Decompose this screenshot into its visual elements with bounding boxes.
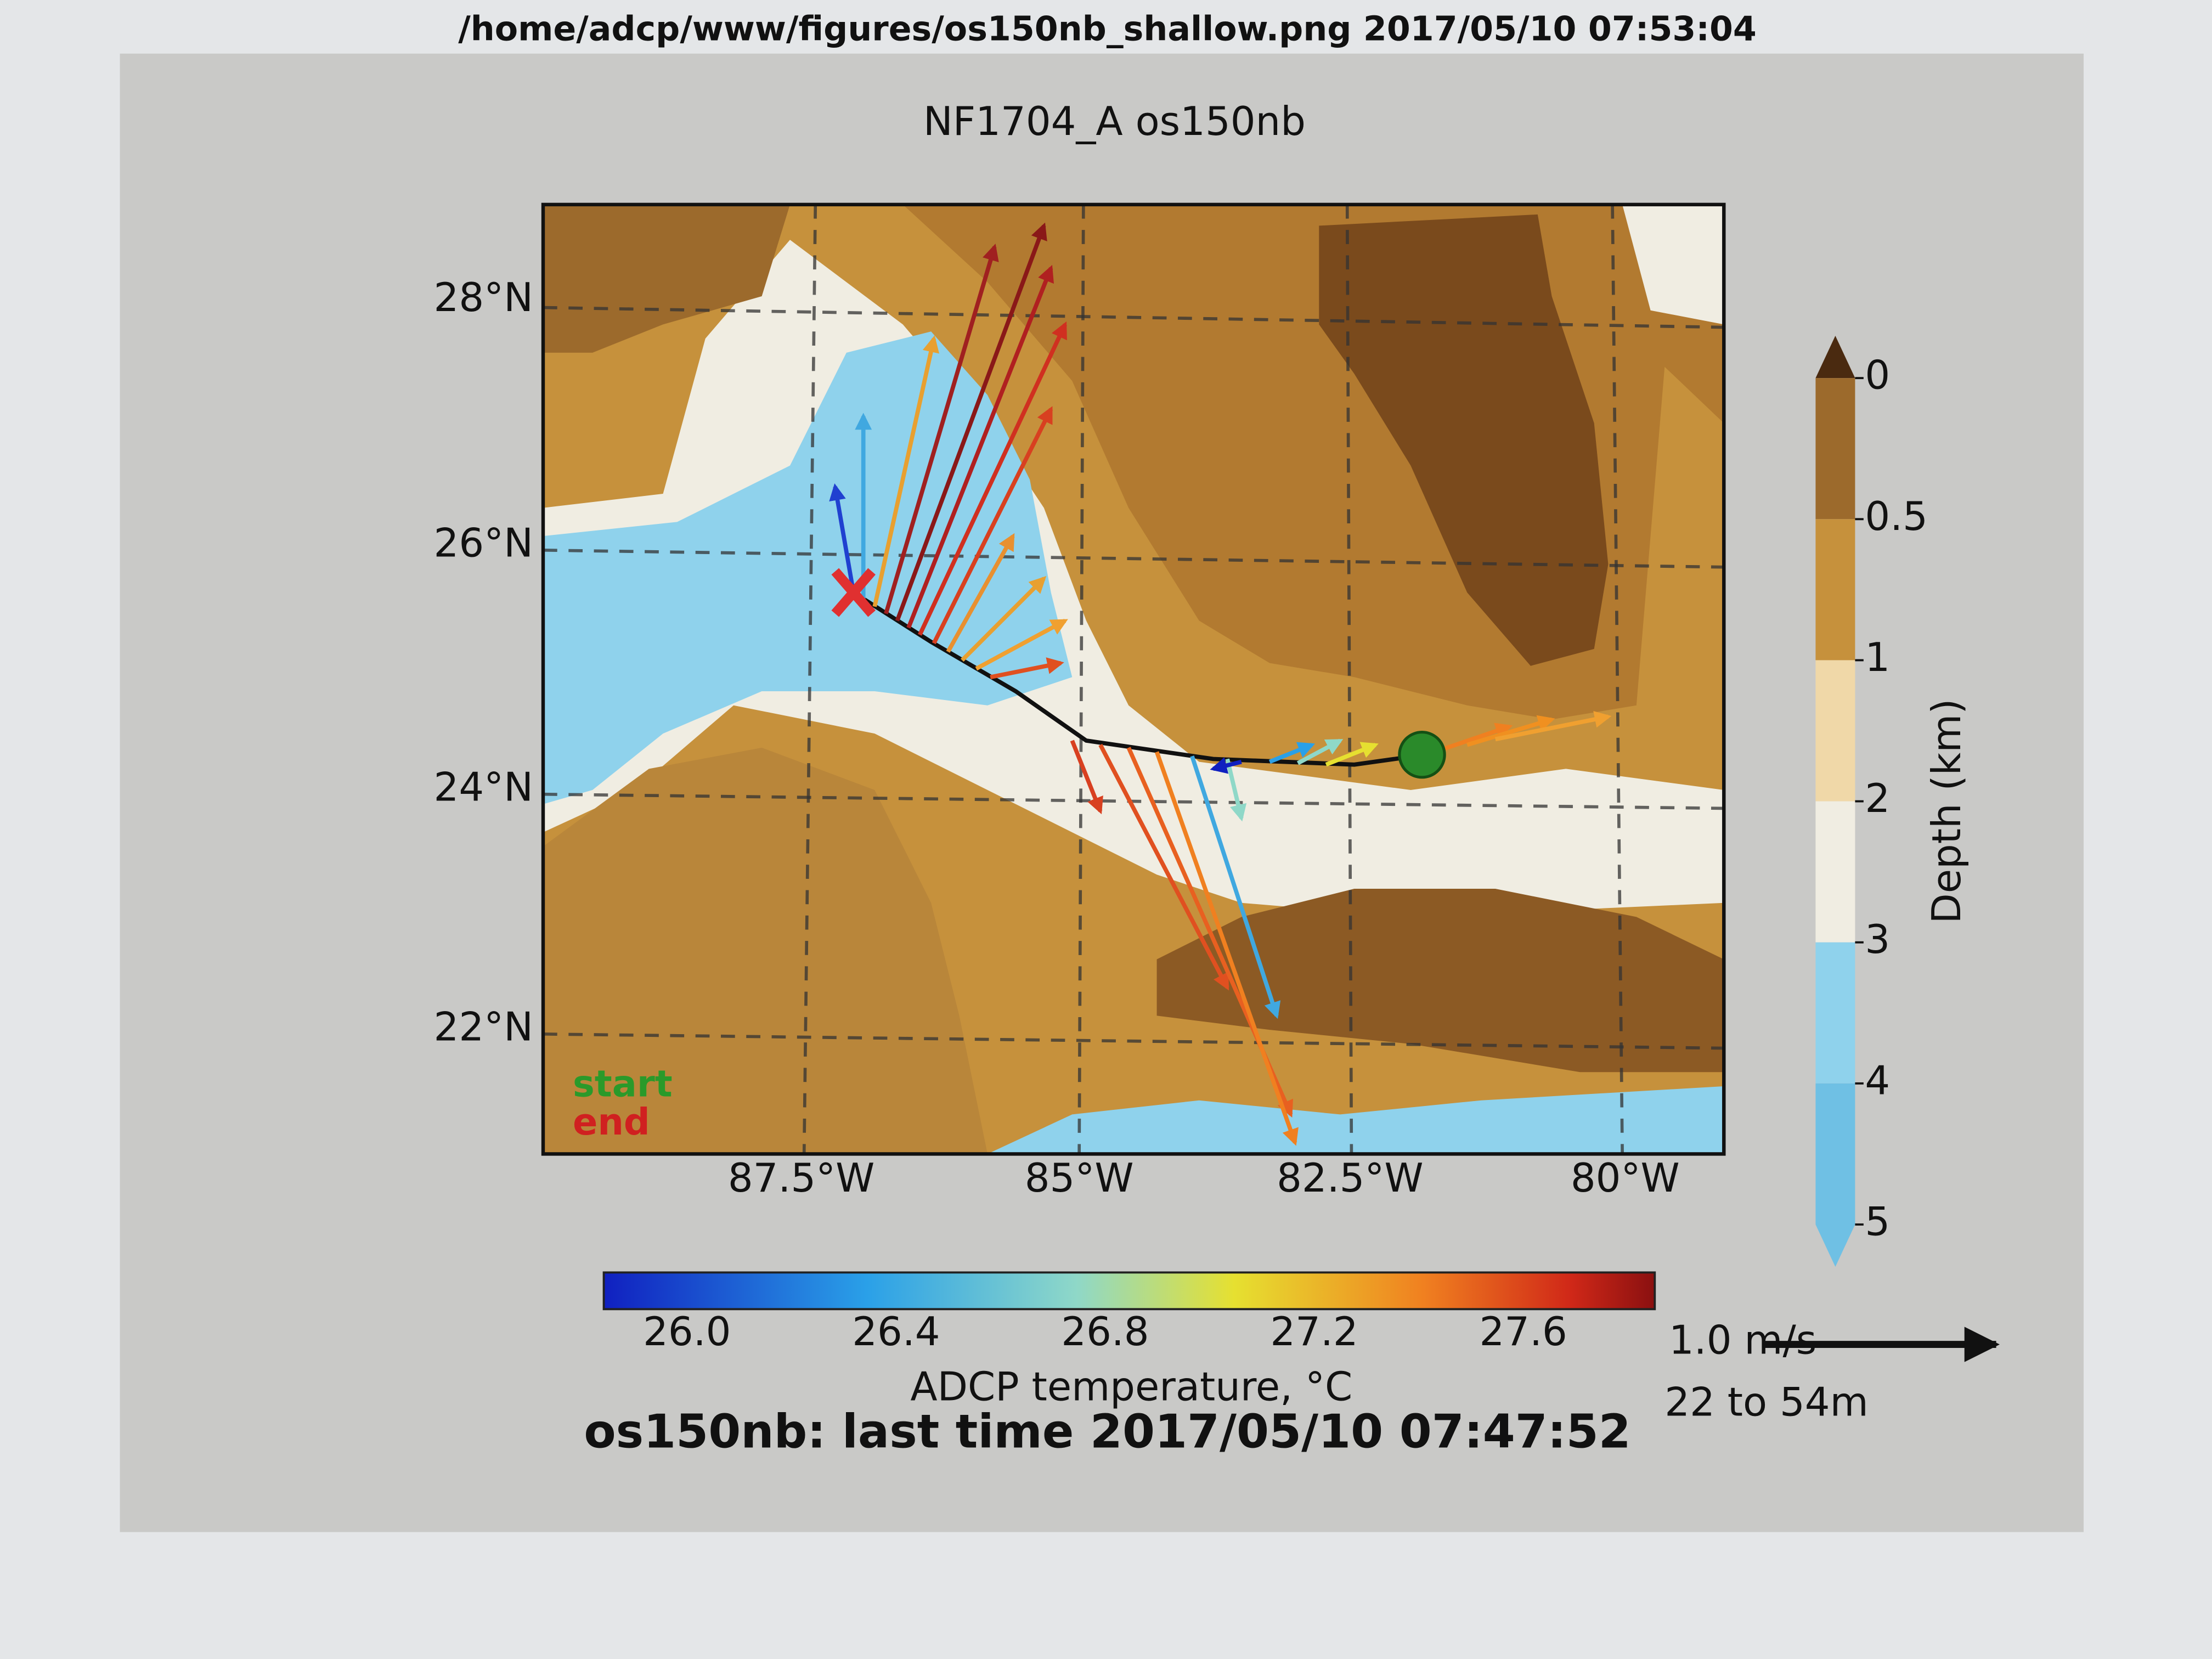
ship-track xyxy=(852,590,1425,767)
legend-end: end xyxy=(573,1101,650,1143)
temperature-label: ADCP temperature, °C xyxy=(910,1363,1352,1409)
arrow xyxy=(1154,751,1299,1146)
colorbar-extend xyxy=(1815,1224,1855,1267)
arrow xyxy=(1210,757,1242,774)
arrow xyxy=(1438,723,1513,753)
lat-labels: 28°N 26°N 24°N 22°N xyxy=(434,274,533,1049)
start-marker xyxy=(1398,731,1446,779)
temperature-tick-label: 26.8 xyxy=(1061,1308,1149,1355)
end-marker xyxy=(831,568,876,617)
arrow xyxy=(1466,715,1555,747)
temperature-tick-label: 26.0 xyxy=(643,1308,731,1355)
lat-label: 24°N xyxy=(434,764,533,810)
arrow xyxy=(1325,742,1379,767)
arrow xyxy=(932,406,1053,645)
grid-line xyxy=(543,792,1724,810)
depth-tick-label: 4 xyxy=(1865,1057,1890,1103)
arrow xyxy=(1494,710,1612,742)
arrow xyxy=(1098,743,1229,991)
temperature-ticks: 26.0 26.4 26.8 27.2 27.6 xyxy=(643,1308,1567,1355)
yucatan-shelf xyxy=(543,747,988,1154)
depth-tick-label: 1 xyxy=(1865,634,1890,680)
arrow xyxy=(884,244,999,614)
lat-label: 22°N xyxy=(434,1004,533,1050)
arrow xyxy=(918,321,1067,636)
arrow xyxy=(960,575,1047,662)
colorbar-band xyxy=(1815,942,1855,1084)
temperature-tick-label: 26.4 xyxy=(852,1308,940,1355)
colorbar-gradient xyxy=(602,1271,1656,1311)
lon-label: 82.5°W xyxy=(1277,1155,1424,1201)
window-title: /home/adcp/www/figures/os150nb_shallow.p… xyxy=(458,9,1757,49)
lon-label: 80°W xyxy=(1571,1155,1680,1201)
arrow xyxy=(975,619,1068,671)
lon-label: 85°W xyxy=(1025,1155,1134,1201)
north-shelf xyxy=(543,204,790,353)
florida xyxy=(1319,214,1609,666)
lat-label: 26°N xyxy=(434,520,533,566)
map: start end xyxy=(543,204,1724,1154)
map-frame xyxy=(541,202,1726,1156)
velocity-arrows xyxy=(829,222,1612,1146)
deep-basin-blue xyxy=(543,331,1073,804)
depth-ticks: 0 0.5 1 2 3 4 5 xyxy=(1855,352,1928,1245)
depth-label: Depth (km) xyxy=(1923,698,1970,923)
arrow xyxy=(1190,755,1281,1019)
arrow xyxy=(990,657,1064,680)
grid-line xyxy=(543,549,1724,569)
scale-label: 1.0 m/s xyxy=(1669,1317,1816,1363)
scale-range: 22 to 54m xyxy=(1664,1379,1868,1425)
lon-label: 87.5°W xyxy=(728,1155,875,1201)
arrow xyxy=(906,264,1054,629)
grid-line xyxy=(1077,204,1085,1154)
colorbar-band xyxy=(1815,660,1855,802)
caribbean xyxy=(988,1086,1724,1154)
colorbar-band xyxy=(1815,519,1855,661)
arrow xyxy=(946,533,1015,653)
colorbar-band xyxy=(1815,1083,1855,1224)
arrow xyxy=(1070,740,1103,815)
grid-line xyxy=(1611,204,1624,1154)
arrow xyxy=(1268,742,1316,764)
lon-labels: 87.5°W 85°W 82.5°W 80°W xyxy=(728,1155,1680,1201)
grid-line xyxy=(802,204,817,1154)
grid-line xyxy=(543,1032,1724,1050)
depth-colorbar: Depth (km) xyxy=(1815,336,1970,1267)
arrow xyxy=(829,483,856,593)
temperature-colorbar: ADCP temperature, °C xyxy=(602,1271,1656,1409)
legend-start: start xyxy=(573,1063,673,1105)
temperature-tick-label: 27.6 xyxy=(1479,1308,1567,1355)
arrow xyxy=(872,335,940,607)
depth-tick-label: 5 xyxy=(1865,1199,1890,1245)
depth-tick-label: 2 xyxy=(1865,775,1890,821)
colorbar-extend xyxy=(1815,336,1855,379)
cuba xyxy=(1156,889,1724,1073)
colorbar-band xyxy=(1815,378,1855,520)
temperature-tick-label: 27.2 xyxy=(1270,1308,1358,1355)
footer: os150nb: last time 2017/05/10 07:47:52 xyxy=(584,1405,1630,1459)
arrow xyxy=(1296,738,1344,765)
figure-title: NF1704_A os150nb xyxy=(923,98,1306,144)
colorbar-band xyxy=(1815,801,1855,943)
arrow xyxy=(1225,758,1247,822)
depth-tick-label: 0 xyxy=(1865,352,1890,398)
depth-tick-label: 0.5 xyxy=(1865,493,1928,539)
atlantic xyxy=(1622,204,1724,325)
grid-line xyxy=(1345,204,1353,1154)
depth-tick-label: 3 xyxy=(1865,916,1890,962)
arrow xyxy=(895,222,1047,622)
grid-line xyxy=(543,306,1724,329)
lat-label: 28°N xyxy=(434,274,533,320)
